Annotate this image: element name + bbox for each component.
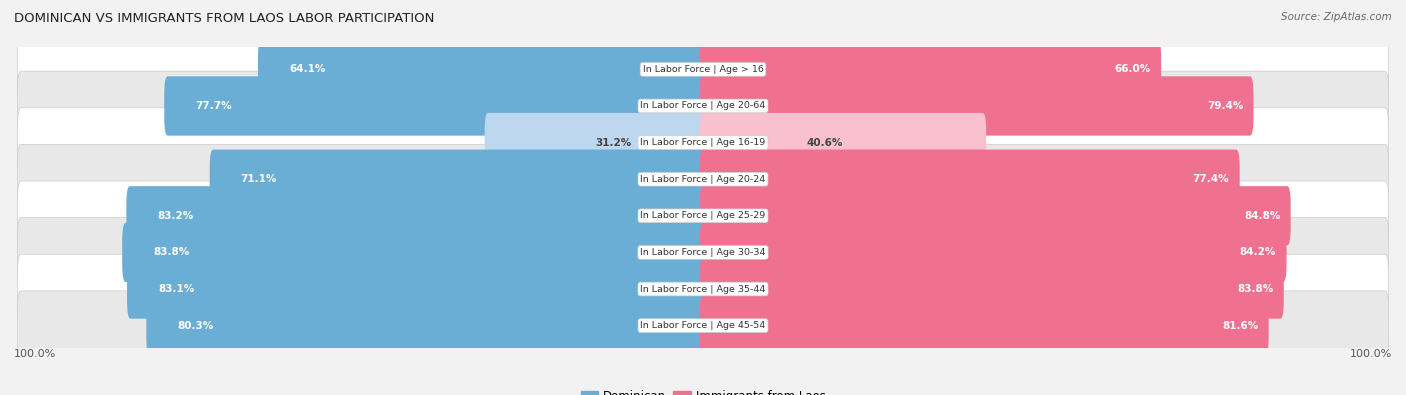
- FancyBboxPatch shape: [165, 76, 706, 135]
- Text: 83.8%: 83.8%: [153, 247, 190, 258]
- FancyBboxPatch shape: [17, 291, 1389, 360]
- Text: 81.6%: 81.6%: [1222, 321, 1258, 331]
- FancyBboxPatch shape: [17, 35, 1389, 104]
- Text: 31.2%: 31.2%: [596, 137, 631, 148]
- Text: 100.0%: 100.0%: [14, 350, 56, 359]
- Text: 83.1%: 83.1%: [157, 284, 194, 294]
- Text: In Labor Force | Age > 16: In Labor Force | Age > 16: [643, 65, 763, 74]
- FancyBboxPatch shape: [700, 113, 986, 172]
- FancyBboxPatch shape: [17, 254, 1389, 324]
- Text: In Labor Force | Age 30-34: In Labor Force | Age 30-34: [640, 248, 766, 257]
- Legend: Dominican, Immigrants from Laos: Dominican, Immigrants from Laos: [576, 385, 830, 395]
- FancyBboxPatch shape: [700, 150, 1240, 209]
- FancyBboxPatch shape: [700, 223, 1286, 282]
- FancyBboxPatch shape: [17, 181, 1389, 250]
- FancyBboxPatch shape: [485, 113, 706, 172]
- Text: In Labor Force | Age 35-44: In Labor Force | Age 35-44: [640, 284, 766, 293]
- FancyBboxPatch shape: [209, 150, 706, 209]
- FancyBboxPatch shape: [700, 260, 1284, 319]
- FancyBboxPatch shape: [700, 76, 1254, 135]
- Text: 83.8%: 83.8%: [1237, 284, 1274, 294]
- FancyBboxPatch shape: [17, 108, 1389, 177]
- FancyBboxPatch shape: [700, 296, 1268, 355]
- Text: 77.7%: 77.7%: [195, 101, 232, 111]
- Text: In Labor Force | Age 16-19: In Labor Force | Age 16-19: [640, 138, 766, 147]
- FancyBboxPatch shape: [127, 186, 706, 245]
- Text: 71.1%: 71.1%: [240, 174, 277, 184]
- FancyBboxPatch shape: [127, 260, 706, 319]
- FancyBboxPatch shape: [17, 218, 1389, 287]
- Text: 84.2%: 84.2%: [1240, 247, 1277, 258]
- Text: 79.4%: 79.4%: [1206, 101, 1243, 111]
- Text: In Labor Force | Age 45-54: In Labor Force | Age 45-54: [640, 321, 766, 330]
- FancyBboxPatch shape: [122, 223, 706, 282]
- Text: 77.4%: 77.4%: [1192, 174, 1229, 184]
- Text: In Labor Force | Age 20-24: In Labor Force | Age 20-24: [640, 175, 766, 184]
- Text: In Labor Force | Age 20-64: In Labor Force | Age 20-64: [640, 102, 766, 111]
- FancyBboxPatch shape: [17, 71, 1389, 141]
- FancyBboxPatch shape: [700, 186, 1291, 245]
- Text: In Labor Force | Age 25-29: In Labor Force | Age 25-29: [640, 211, 766, 220]
- Text: Source: ZipAtlas.com: Source: ZipAtlas.com: [1281, 12, 1392, 22]
- Text: 83.2%: 83.2%: [157, 211, 194, 221]
- FancyBboxPatch shape: [700, 40, 1161, 99]
- Text: 66.0%: 66.0%: [1115, 64, 1152, 74]
- Text: 40.6%: 40.6%: [807, 137, 842, 148]
- FancyBboxPatch shape: [146, 296, 706, 355]
- FancyBboxPatch shape: [257, 40, 706, 99]
- Text: DOMINICAN VS IMMIGRANTS FROM LAOS LABOR PARTICIPATION: DOMINICAN VS IMMIGRANTS FROM LAOS LABOR …: [14, 12, 434, 25]
- Text: 80.3%: 80.3%: [177, 321, 214, 331]
- FancyBboxPatch shape: [17, 145, 1389, 214]
- Text: 100.0%: 100.0%: [1350, 350, 1392, 359]
- Text: 64.1%: 64.1%: [290, 64, 325, 74]
- Text: 84.8%: 84.8%: [1244, 211, 1281, 221]
